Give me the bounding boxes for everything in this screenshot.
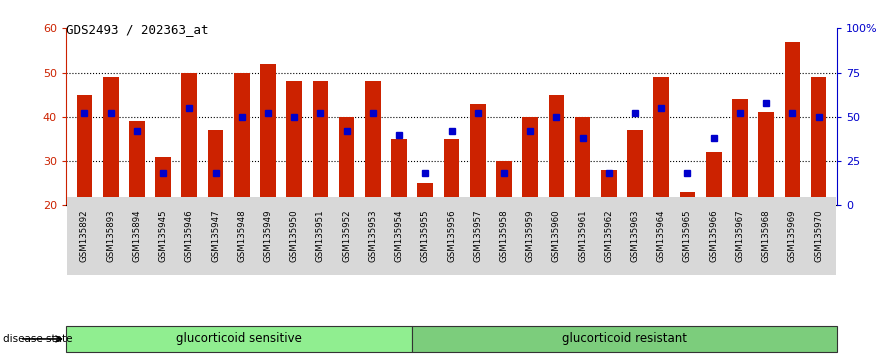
Text: glucorticoid sensitive: glucorticoid sensitive <box>176 332 302 346</box>
Bar <box>208 130 224 205</box>
Bar <box>470 104 485 205</box>
Bar <box>444 139 459 205</box>
Text: GSM135893: GSM135893 <box>106 210 115 262</box>
Text: GSM135952: GSM135952 <box>342 210 352 262</box>
Text: GSM135960: GSM135960 <box>552 210 561 262</box>
Bar <box>66 326 411 352</box>
Bar <box>181 73 197 205</box>
Bar <box>574 117 590 205</box>
Bar <box>339 117 354 205</box>
Bar <box>732 99 748 205</box>
Bar <box>411 326 837 352</box>
Bar <box>784 42 800 205</box>
Text: GSM135948: GSM135948 <box>237 210 247 262</box>
Text: GSM135954: GSM135954 <box>395 210 403 262</box>
Bar <box>103 77 119 205</box>
Text: GSM135951: GSM135951 <box>316 210 325 262</box>
Bar <box>654 77 670 205</box>
Bar <box>679 192 695 205</box>
Bar <box>759 113 774 205</box>
Text: GSM135969: GSM135969 <box>788 210 797 262</box>
Text: disease state: disease state <box>3 334 72 344</box>
Text: GSM135964: GSM135964 <box>656 210 666 262</box>
Text: GSM135958: GSM135958 <box>500 210 508 262</box>
Bar <box>627 130 643 205</box>
Bar <box>233 73 249 205</box>
Text: GSM135946: GSM135946 <box>185 210 194 262</box>
Bar <box>549 95 564 205</box>
Text: GSM135961: GSM135961 <box>578 210 587 262</box>
Bar <box>155 156 171 205</box>
Text: GSM135970: GSM135970 <box>814 210 823 262</box>
Bar <box>418 183 433 205</box>
Bar <box>706 152 722 205</box>
Text: GSM135957: GSM135957 <box>473 210 482 262</box>
Text: GSM135950: GSM135950 <box>290 210 299 262</box>
Bar <box>129 121 144 205</box>
Bar <box>522 117 538 205</box>
Bar <box>391 139 407 205</box>
Text: GSM135894: GSM135894 <box>132 210 141 262</box>
Text: GSM135968: GSM135968 <box>762 210 771 262</box>
Text: GSM135965: GSM135965 <box>683 210 692 262</box>
Text: GSM135947: GSM135947 <box>211 210 220 262</box>
Text: GSM135959: GSM135959 <box>526 210 535 262</box>
Text: glucorticoid resistant: glucorticoid resistant <box>562 332 687 346</box>
Bar <box>365 81 381 205</box>
Text: GSM135967: GSM135967 <box>736 210 744 262</box>
Bar <box>811 77 826 205</box>
Text: GSM135963: GSM135963 <box>631 210 640 262</box>
Text: GSM135892: GSM135892 <box>80 210 89 262</box>
Bar <box>601 170 617 205</box>
Text: GSM135962: GSM135962 <box>604 210 613 262</box>
Bar <box>260 64 276 205</box>
Text: GDS2493 / 202363_at: GDS2493 / 202363_at <box>66 23 209 36</box>
Bar <box>313 81 329 205</box>
Bar <box>286 81 302 205</box>
Bar <box>496 161 512 205</box>
Text: GSM135955: GSM135955 <box>421 210 430 262</box>
Text: GSM135956: GSM135956 <box>447 210 456 262</box>
Text: GSM135953: GSM135953 <box>368 210 377 262</box>
Text: GSM135945: GSM135945 <box>159 210 167 262</box>
Text: GSM135966: GSM135966 <box>709 210 718 262</box>
Text: GSM135949: GSM135949 <box>263 210 272 262</box>
Bar <box>77 95 93 205</box>
